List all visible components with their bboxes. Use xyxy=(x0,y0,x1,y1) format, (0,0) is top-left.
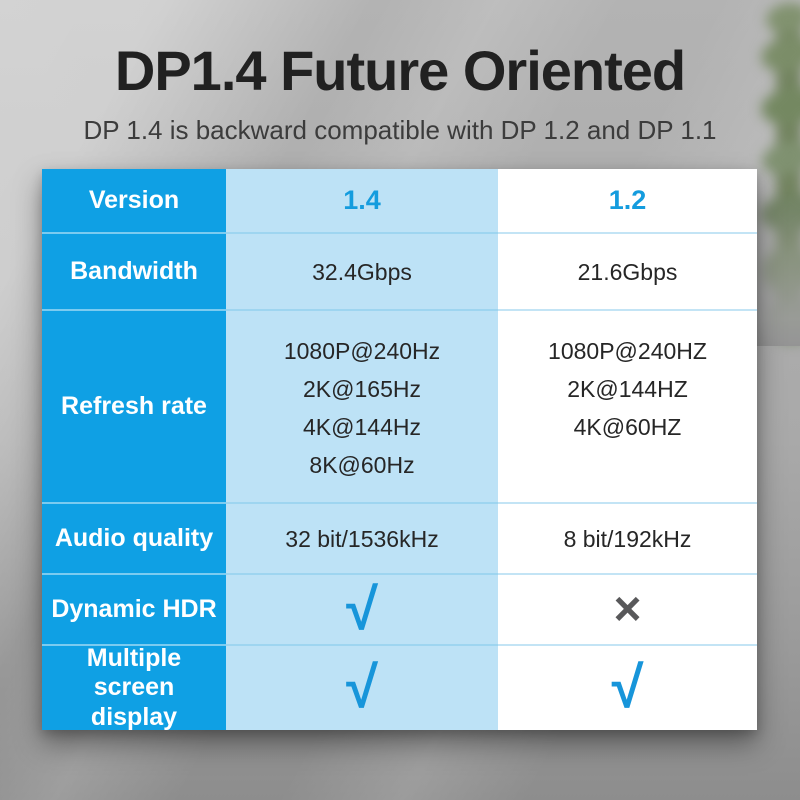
cell-dp14-audio-quality: 32 bit/1536kHz xyxy=(226,502,498,573)
cell-line: 1.2 xyxy=(608,185,647,215)
cell-line: 2K@144HZ xyxy=(567,376,688,402)
cell-dp12-refresh-rate: 1080P@240HZ 2K@144HZ 4K@60HZ xyxy=(498,309,757,502)
check-icon: √ xyxy=(346,655,378,720)
cell-line: 2K@165Hz xyxy=(303,376,421,402)
cell-dp12-bandwidth: 21.6Gbps xyxy=(498,232,757,309)
cell-dp14-dynamic-hdr: √ xyxy=(226,573,498,644)
cell-line: 4K@144Hz xyxy=(303,414,421,440)
page-title: DP1.4 Future Oriented xyxy=(114,39,686,102)
cell-line: 1080P@240Hz xyxy=(283,338,441,364)
cell-dp12-audio-quality: 8 bit/192kHz xyxy=(498,502,757,573)
cell-dp14-bandwidth: 32.4Gbps xyxy=(226,232,498,309)
cross-icon: × xyxy=(613,582,642,636)
row-label-bandwidth: Bandwidth xyxy=(42,232,226,309)
cell-dp12-multiple-screen-display: √ xyxy=(498,644,757,730)
cell-line: 1.4 xyxy=(343,185,381,215)
cell-line: 4K@60HZ xyxy=(573,414,682,440)
row-label-dynamic-hdr: Dynamic HDR xyxy=(42,573,226,644)
row-label-audio-quality: Audio quality xyxy=(42,502,226,573)
cell-line: 32.4Gbps xyxy=(312,258,412,285)
cell-dp14-refresh-rate: 1080P@240Hz 2K@165Hz 4K@144Hz 8K@60Hz xyxy=(226,309,498,502)
cell-line: 21.6Gbps xyxy=(577,258,678,285)
cell-line: 8K@60Hz xyxy=(309,452,415,478)
row-label-refresh-rate: Refresh rate xyxy=(42,309,226,502)
cell-line: 1080P@240HZ xyxy=(548,338,707,364)
row-label-multiple-screen-display: Multiple screen display xyxy=(42,644,226,731)
header: DP1.4 Future Oriented DP 1.4 is backward… xyxy=(0,38,800,146)
page-subtitle: DP 1.4 is backward compatible with DP 1.… xyxy=(83,115,717,145)
comparison-table: Version 1.4 1.2 Bandwidth 32.4Gbps 21.6Gbps Re… xyxy=(42,169,757,731)
check-icon: √ xyxy=(346,576,378,642)
cell-dp14-version: 1.4 xyxy=(226,169,498,232)
cell-dp14-multiple-screen-display: √ xyxy=(226,644,498,730)
cell-line: 8 bit/192kHz xyxy=(563,525,692,552)
cell-line: 32 bit/1536kHz xyxy=(285,525,439,552)
cell-dp12-dynamic-hdr: × xyxy=(498,573,757,644)
check-icon: √ xyxy=(611,655,644,720)
cell-dp12-version: 1.2 xyxy=(498,169,757,232)
row-label-version: Version xyxy=(42,169,226,232)
